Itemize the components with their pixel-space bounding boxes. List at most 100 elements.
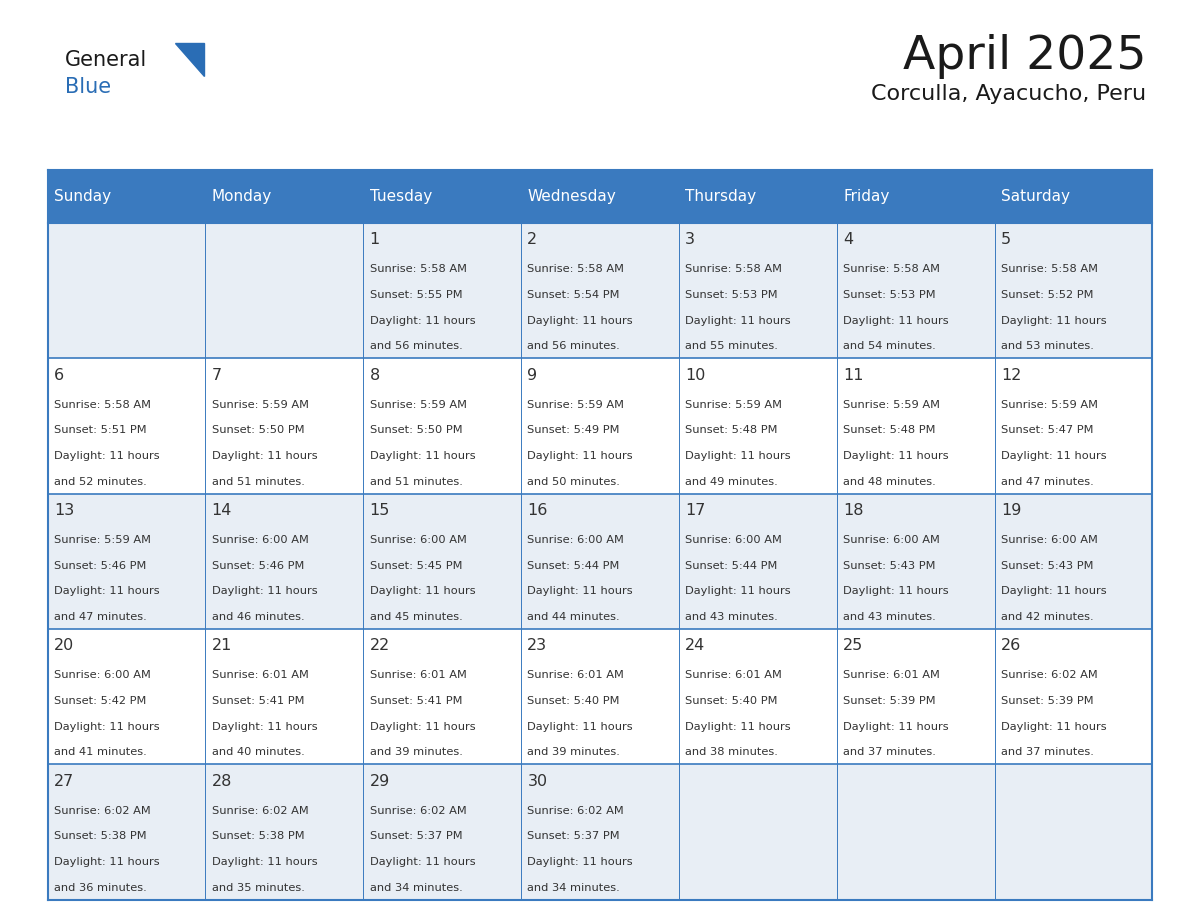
Text: Daylight: 11 hours: Daylight: 11 hours (843, 451, 949, 461)
Text: Daylight: 11 hours: Daylight: 11 hours (1000, 722, 1106, 732)
Text: 10: 10 (685, 367, 706, 383)
Text: Sunrise: 6:00 AM: Sunrise: 6:00 AM (1000, 535, 1098, 545)
Bar (48, 629, 206, 765)
Text: and 39 minutes.: and 39 minutes. (527, 747, 620, 757)
Text: Sunrise: 5:58 AM: Sunrise: 5:58 AM (843, 264, 940, 274)
Text: Sunset: 5:52 PM: Sunset: 5:52 PM (1000, 290, 1093, 300)
Text: 6: 6 (53, 367, 64, 383)
Text: and 47 minutes.: and 47 minutes. (53, 612, 146, 622)
Text: Sunset: 5:41 PM: Sunset: 5:41 PM (369, 696, 462, 706)
Text: Daylight: 11 hours: Daylight: 11 hours (527, 316, 633, 326)
Bar (836, 358, 994, 494)
Text: 16: 16 (527, 503, 548, 518)
Text: and 50 minutes.: and 50 minutes. (527, 476, 620, 487)
Text: Sunset: 5:40 PM: Sunset: 5:40 PM (685, 696, 778, 706)
Text: 9: 9 (527, 367, 537, 383)
Text: and 34 minutes.: and 34 minutes. (527, 883, 620, 892)
Text: Sunrise: 6:01 AM: Sunrise: 6:01 AM (843, 670, 940, 680)
Text: 22: 22 (369, 638, 390, 654)
Text: 2: 2 (527, 232, 537, 247)
Bar (206, 358, 364, 494)
Text: and 49 minutes.: and 49 minutes. (685, 476, 778, 487)
Text: and 43 minutes.: and 43 minutes. (843, 612, 936, 622)
Bar (836, 629, 994, 765)
Text: Sunset: 5:47 PM: Sunset: 5:47 PM (1000, 425, 1093, 435)
Text: Sunset: 5:43 PM: Sunset: 5:43 PM (843, 561, 935, 571)
Bar (206, 170, 364, 223)
Text: and 53 minutes.: and 53 minutes. (1000, 341, 1094, 352)
Text: Sunrise: 5:58 AM: Sunrise: 5:58 AM (527, 264, 625, 274)
Text: and 37 minutes.: and 37 minutes. (843, 747, 936, 757)
Bar (364, 765, 522, 900)
Text: Sunrise: 6:01 AM: Sunrise: 6:01 AM (369, 670, 467, 680)
Bar (48, 494, 206, 629)
Bar (206, 629, 364, 765)
Bar (836, 765, 994, 900)
Text: Sunset: 5:53 PM: Sunset: 5:53 PM (685, 290, 778, 300)
Text: 17: 17 (685, 503, 706, 518)
Text: Sunset: 5:44 PM: Sunset: 5:44 PM (685, 561, 777, 571)
Bar (48, 765, 206, 900)
Text: 13: 13 (53, 503, 74, 518)
Text: Sunset: 5:55 PM: Sunset: 5:55 PM (369, 290, 462, 300)
Bar (522, 494, 678, 629)
Text: Sunrise: 6:00 AM: Sunrise: 6:00 AM (843, 535, 940, 545)
Text: Sunset: 5:45 PM: Sunset: 5:45 PM (369, 561, 462, 571)
Bar (994, 494, 1152, 629)
Bar (364, 170, 522, 223)
Text: Sunrise: 6:00 AM: Sunrise: 6:00 AM (685, 535, 782, 545)
Text: Sunset: 5:41 PM: Sunset: 5:41 PM (211, 696, 304, 706)
Text: Thursday: Thursday (685, 189, 757, 204)
Text: Sunrise: 5:59 AM: Sunrise: 5:59 AM (685, 399, 782, 409)
Text: and 41 minutes.: and 41 minutes. (53, 747, 146, 757)
Text: Sunrise: 5:58 AM: Sunrise: 5:58 AM (1000, 264, 1098, 274)
Text: 27: 27 (53, 774, 74, 789)
Text: Daylight: 11 hours: Daylight: 11 hours (369, 316, 475, 326)
Text: Sunset: 5:48 PM: Sunset: 5:48 PM (685, 425, 778, 435)
Bar (522, 765, 678, 900)
Bar (206, 223, 364, 358)
Text: Daylight: 11 hours: Daylight: 11 hours (211, 451, 317, 461)
Bar (206, 765, 364, 900)
Text: Sunrise: 6:00 AM: Sunrise: 6:00 AM (369, 535, 467, 545)
Text: 15: 15 (369, 503, 390, 518)
Text: Daylight: 11 hours: Daylight: 11 hours (369, 857, 475, 867)
Text: and 43 minutes.: and 43 minutes. (685, 612, 778, 622)
Text: Tuesday: Tuesday (369, 189, 431, 204)
Text: Wednesday: Wednesday (527, 189, 617, 204)
Text: Sunrise: 5:59 AM: Sunrise: 5:59 AM (369, 399, 467, 409)
Bar (994, 765, 1152, 900)
Bar (678, 629, 836, 765)
Text: Sunrise: 5:59 AM: Sunrise: 5:59 AM (1000, 399, 1098, 409)
Text: and 40 minutes.: and 40 minutes. (211, 747, 304, 757)
Text: Sunset: 5:38 PM: Sunset: 5:38 PM (53, 832, 146, 841)
Text: Sunrise: 6:00 AM: Sunrise: 6:00 AM (53, 670, 151, 680)
Text: Sunrise: 6:02 AM: Sunrise: 6:02 AM (1000, 670, 1098, 680)
Text: and 42 minutes.: and 42 minutes. (1000, 612, 1093, 622)
Text: 28: 28 (211, 774, 232, 789)
Text: Sunrise: 6:02 AM: Sunrise: 6:02 AM (369, 806, 466, 815)
Text: Daylight: 11 hours: Daylight: 11 hours (685, 587, 791, 597)
Text: Friday: Friday (843, 189, 890, 204)
Text: Daylight: 11 hours: Daylight: 11 hours (369, 451, 475, 461)
Text: Sunset: 5:37 PM: Sunset: 5:37 PM (369, 832, 462, 841)
Text: Sunset: 5:42 PM: Sunset: 5:42 PM (53, 696, 146, 706)
Text: Sunrise: 6:02 AM: Sunrise: 6:02 AM (211, 806, 309, 815)
Text: 1: 1 (369, 232, 380, 247)
Text: Daylight: 11 hours: Daylight: 11 hours (211, 587, 317, 597)
Text: Daylight: 11 hours: Daylight: 11 hours (843, 316, 949, 326)
Text: Sunrise: 5:58 AM: Sunrise: 5:58 AM (685, 264, 782, 274)
Text: Daylight: 11 hours: Daylight: 11 hours (1000, 587, 1106, 597)
Text: Sunrise: 6:01 AM: Sunrise: 6:01 AM (211, 670, 309, 680)
Text: Daylight: 11 hours: Daylight: 11 hours (527, 857, 633, 867)
Text: Sunrise: 5:58 AM: Sunrise: 5:58 AM (53, 399, 151, 409)
Text: April 2025: April 2025 (903, 34, 1146, 80)
Text: Sunrise: 5:59 AM: Sunrise: 5:59 AM (211, 399, 309, 409)
Text: and 44 minutes.: and 44 minutes. (527, 612, 620, 622)
Text: Daylight: 11 hours: Daylight: 11 hours (369, 587, 475, 597)
Text: Daylight: 11 hours: Daylight: 11 hours (685, 451, 791, 461)
Text: Sunrise: 5:58 AM: Sunrise: 5:58 AM (369, 264, 467, 274)
Text: and 51 minutes.: and 51 minutes. (369, 476, 462, 487)
Text: and 37 minutes.: and 37 minutes. (1000, 747, 1094, 757)
Text: and 55 minutes.: and 55 minutes. (685, 341, 778, 352)
